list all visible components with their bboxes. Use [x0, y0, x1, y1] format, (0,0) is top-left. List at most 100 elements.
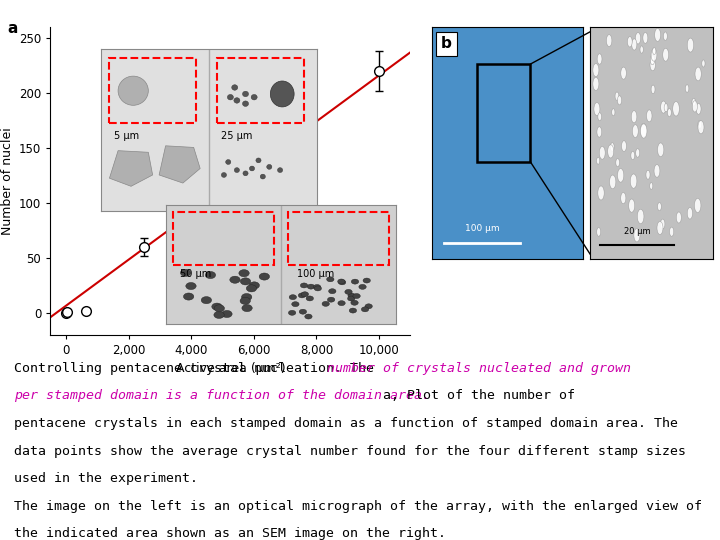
Ellipse shape: [657, 143, 664, 157]
Ellipse shape: [181, 269, 191, 276]
Ellipse shape: [251, 94, 257, 100]
Ellipse shape: [277, 167, 283, 173]
Ellipse shape: [685, 85, 689, 92]
Ellipse shape: [118, 76, 148, 105]
Text: data points show the average crystal number found for the four different stamp s: data points show the average crystal num…: [14, 444, 686, 457]
Ellipse shape: [243, 171, 248, 176]
Y-axis label: Number of nuclei: Number of nuclei: [1, 127, 14, 235]
Ellipse shape: [300, 309, 307, 314]
Ellipse shape: [234, 167, 240, 173]
Text: 20 μm: 20 μm: [624, 227, 650, 235]
Ellipse shape: [647, 110, 652, 122]
Ellipse shape: [186, 282, 196, 289]
Text: Controlling pentacene crystal nucleation. The: Controlling pentacene crystal nucleation…: [14, 362, 382, 375]
Text: used in the experiment.: used in the experiment.: [14, 472, 199, 485]
Ellipse shape: [597, 157, 600, 164]
Ellipse shape: [632, 125, 638, 138]
Ellipse shape: [646, 170, 650, 179]
Ellipse shape: [612, 109, 615, 116]
Ellipse shape: [651, 49, 657, 61]
Ellipse shape: [597, 54, 602, 64]
Ellipse shape: [698, 120, 704, 134]
Ellipse shape: [205, 272, 215, 279]
Ellipse shape: [361, 307, 369, 312]
Ellipse shape: [338, 280, 346, 285]
Ellipse shape: [652, 48, 656, 55]
Bar: [109, 58, 196, 123]
Ellipse shape: [664, 104, 668, 112]
Ellipse shape: [338, 279, 345, 284]
Ellipse shape: [232, 85, 238, 90]
Text: a: a: [7, 21, 17, 36]
Text: 50 μm: 50 μm: [180, 269, 211, 279]
Ellipse shape: [597, 127, 602, 137]
Ellipse shape: [353, 294, 360, 299]
Ellipse shape: [702, 60, 705, 67]
Ellipse shape: [230, 276, 240, 284]
Ellipse shape: [631, 111, 637, 123]
Text: b: b: [441, 36, 452, 51]
Ellipse shape: [348, 296, 355, 301]
Ellipse shape: [246, 285, 256, 292]
Ellipse shape: [338, 301, 345, 306]
Ellipse shape: [636, 148, 639, 157]
Ellipse shape: [688, 38, 693, 52]
Ellipse shape: [636, 32, 641, 44]
Bar: [477, 64, 530, 161]
Text: The image on the left is an optical micrograph of the array, with the enlarged v: The image on the left is an optical micr…: [14, 500, 703, 513]
Ellipse shape: [618, 168, 624, 182]
Ellipse shape: [214, 305, 225, 312]
Ellipse shape: [289, 295, 297, 300]
Text: pentacene crystals in each stamped domain as a function of stamped domain area. : pentacene crystals in each stamped domai…: [14, 417, 678, 430]
Ellipse shape: [640, 123, 647, 137]
Ellipse shape: [654, 165, 660, 177]
Ellipse shape: [657, 221, 663, 234]
Ellipse shape: [661, 101, 666, 113]
Ellipse shape: [629, 199, 635, 212]
Ellipse shape: [359, 285, 366, 289]
Ellipse shape: [243, 91, 248, 97]
Ellipse shape: [694, 198, 701, 213]
Ellipse shape: [599, 146, 606, 159]
Ellipse shape: [234, 98, 240, 103]
Ellipse shape: [351, 300, 359, 305]
Ellipse shape: [306, 296, 313, 301]
Ellipse shape: [289, 310, 296, 315]
Ellipse shape: [349, 308, 356, 313]
Ellipse shape: [260, 174, 266, 179]
Bar: [173, 212, 274, 265]
Ellipse shape: [314, 286, 322, 291]
Ellipse shape: [606, 35, 612, 46]
Ellipse shape: [610, 175, 616, 189]
Text: a, Plot of the number of: a, Plot of the number of: [375, 389, 575, 402]
Ellipse shape: [593, 77, 599, 91]
Ellipse shape: [597, 227, 600, 236]
Ellipse shape: [630, 174, 637, 188]
Ellipse shape: [593, 64, 599, 77]
Ellipse shape: [271, 81, 294, 107]
Ellipse shape: [621, 141, 626, 151]
Ellipse shape: [615, 92, 619, 100]
Ellipse shape: [698, 120, 702, 129]
Ellipse shape: [618, 96, 621, 105]
Ellipse shape: [667, 109, 671, 117]
Ellipse shape: [598, 113, 601, 121]
Ellipse shape: [363, 278, 370, 283]
Ellipse shape: [641, 124, 647, 138]
Text: 100 μm: 100 μm: [464, 224, 499, 233]
Ellipse shape: [651, 85, 655, 93]
Ellipse shape: [688, 207, 693, 219]
Text: 5 μm: 5 μm: [114, 131, 139, 141]
Ellipse shape: [627, 37, 632, 47]
Ellipse shape: [313, 285, 321, 289]
Ellipse shape: [631, 151, 634, 160]
Ellipse shape: [240, 298, 251, 305]
Ellipse shape: [660, 219, 665, 229]
Text: number of crystals nucleated and grown: number of crystals nucleated and grown: [327, 362, 631, 375]
Ellipse shape: [649, 183, 653, 190]
Ellipse shape: [643, 32, 648, 43]
Ellipse shape: [240, 278, 251, 285]
Ellipse shape: [300, 283, 307, 288]
Ellipse shape: [221, 172, 227, 177]
Ellipse shape: [654, 29, 661, 42]
